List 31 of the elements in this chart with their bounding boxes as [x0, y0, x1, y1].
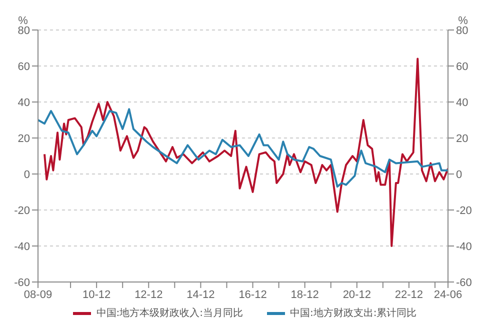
x-tick-label: 24-06	[434, 288, 462, 301]
line-series	[38, 108, 448, 188]
y-tick-label: 60	[18, 60, 30, 73]
y2-axis-title: %	[458, 15, 468, 27]
x-tick-label: 08-09	[24, 288, 52, 301]
x-tick-label: 20-12	[342, 288, 371, 301]
x-tick-label: 22-12	[394, 288, 424, 301]
y2-tick-label: -60	[456, 276, 472, 289]
y-axis-title: %	[18, 15, 28, 27]
y-tick-label: 0	[24, 168, 30, 181]
y-tick-label: 40	[18, 96, 30, 109]
y2-tick-label: 40	[456, 96, 468, 109]
legend-label: 中国:地方本级财政收入:当月同比	[96, 306, 243, 320]
y2-tick-label: 0	[456, 168, 462, 181]
y2-tick-label: 80	[456, 24, 468, 37]
y2-tick-label: 60	[456, 60, 468, 73]
y-tick-label: 20	[18, 132, 30, 145]
x-tick-label: 16-12	[238, 288, 267, 301]
y-tick-label: -60	[14, 276, 30, 289]
line-series	[44, 58, 448, 247]
y-tick-label: 80	[18, 24, 30, 37]
x-tick-label: 18-12	[290, 288, 319, 301]
y-tick-label: -40	[14, 240, 30, 253]
y2-tick-label: -40	[456, 240, 472, 253]
y2-tick-label: -20	[456, 204, 472, 217]
x-tick-label: 10-12	[82, 288, 111, 301]
x-tick-label: 12-12	[134, 288, 163, 301]
y2-tick-label: 20	[456, 132, 468, 145]
legend-label: 中国:地方财政支出:累计同比	[290, 306, 417, 320]
x-tick-label: 14-12	[186, 288, 215, 301]
y-tick-label: -20	[14, 204, 30, 217]
